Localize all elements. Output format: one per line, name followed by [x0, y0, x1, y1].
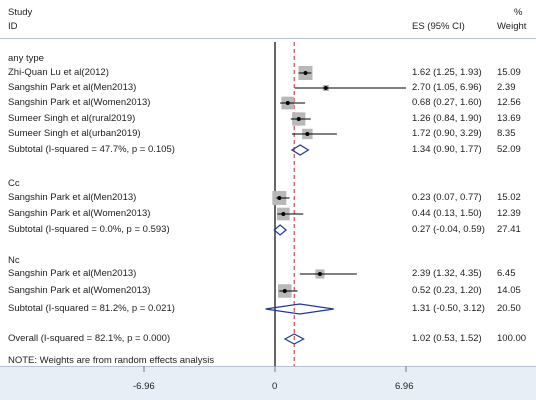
weight-text: 12.56 [497, 97, 521, 108]
point-estimate [281, 212, 286, 216]
axis-band [0, 366, 536, 400]
study-label: Sangshin Park et al(Women2013) [8, 285, 151, 296]
study-label: Sangshin Park et al(Men2013) [8, 192, 137, 203]
subtotal-weight-text: 20.50 [497, 303, 521, 314]
effect-size-text: 0.23 (0.07, 0.77) [412, 192, 482, 203]
header-weight: Weight [497, 21, 527, 32]
group-label: any type [8, 53, 44, 64]
header-study: Study [8, 7, 33, 18]
axis-tick-label: 0 [272, 381, 278, 392]
study-label: Sumeer Singh et al(urban2019) [8, 128, 141, 139]
subtotal-label: Subtotal (I-squared = 0.0%, p = 0.593) [8, 224, 170, 235]
weight-text: 15.02 [497, 192, 521, 203]
effect-size-text: 0.68 (0.27, 1.60) [412, 97, 482, 108]
header-id: ID [8, 21, 18, 32]
effect-size-text: 0.44 (0.13, 1.50) [412, 208, 482, 219]
pooled-diamond [283, 333, 305, 345]
group-label: Nc [8, 255, 20, 266]
axis-tick-label: -6.96 [133, 381, 155, 392]
overall-label: Overall (I-squared = 82.1%, p = 0.000) [8, 333, 171, 344]
weight-text: 12.39 [497, 208, 521, 219]
header-rule [0, 38, 536, 39]
effect-size-text: 1.26 (0.84, 1.90) [412, 113, 482, 124]
weight-text: 15.09 [497, 67, 521, 78]
point-estimate [305, 132, 310, 136]
effect-size-text: 2.39 (1.32, 4.35) [412, 268, 482, 279]
effect-size-text: 2.70 (1.05, 6.96) [412, 82, 482, 93]
effect-size-text: 0.52 (0.23, 1.20) [412, 285, 482, 296]
study-label: Sangshin Park et al(Men2013) [8, 268, 137, 279]
effect-size-text: 1.62 (1.25, 1.93) [412, 67, 482, 78]
point-estimate [285, 101, 290, 105]
overall-es-text: 1.02 (0.53, 1.52) [412, 333, 482, 344]
effect-size-text: 1.72 (0.90, 3.29) [412, 128, 482, 139]
weight-text: 13.69 [497, 113, 521, 124]
axis-rule [0, 366, 536, 367]
subtotal-label: Subtotal (I-squared = 47.7%, p = 0.105) [8, 144, 175, 155]
subtotal-label: Subtotal (I-squared = 81.2%, p = 0.021) [8, 303, 175, 314]
axis-tick-label: 6.96 [395, 381, 414, 392]
group-label: Cc [8, 178, 20, 189]
weight-text: 6.45 [497, 268, 516, 279]
point-estimate [296, 117, 301, 121]
footnote: NOTE: Weights are from random effects an… [8, 355, 215, 366]
subtotal-weight-text: 52.09 [497, 144, 521, 155]
weight-text: 14.05 [497, 285, 521, 296]
pooled-diamond [290, 144, 310, 156]
study-label: Sangshin Park et al(Women2013) [8, 208, 151, 219]
study-label: Sangshin Park et al(Women2013) [8, 97, 151, 108]
point-estimate [282, 289, 287, 293]
study-label: Zhi-Quan Lu et al(2012) [8, 67, 109, 78]
subtotal-es-text: 1.34 (0.90, 1.77) [412, 144, 482, 155]
header-es: ES (95% CI) [412, 21, 465, 32]
point-estimate [277, 196, 282, 200]
header-percent: % [514, 7, 523, 18]
pooled-diamond [265, 303, 334, 315]
study-label: Sumeer Singh et al(rural2019) [8, 113, 136, 124]
weight-text: 8.35 [497, 128, 516, 139]
point-estimate [303, 71, 308, 75]
subtotal-es-text: 0.27 (-0.04, 0.59) [412, 224, 485, 235]
pooled-diamond [273, 224, 288, 236]
point-estimate [323, 86, 328, 90]
subtotal-weight-text: 27.41 [497, 224, 521, 235]
point-estimate [317, 272, 322, 276]
study-label: Sangshin Park et al(Men2013) [8, 82, 137, 93]
overall-weight-text: 100.00 [497, 333, 527, 344]
subtotal-es-text: 1.31 (-0.50, 3.12) [412, 303, 485, 314]
weight-text: 2.39 [497, 82, 516, 93]
